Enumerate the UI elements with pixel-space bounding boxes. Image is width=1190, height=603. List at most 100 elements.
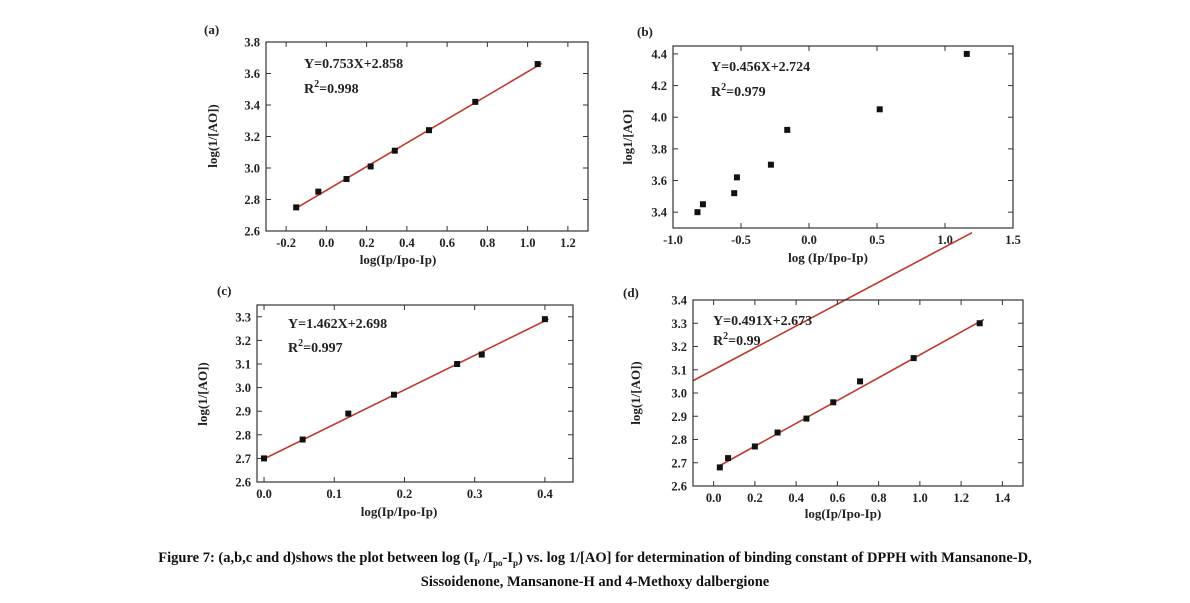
x-tick-label-a: 0.4 (399, 236, 415, 250)
x-tick-label-c: 0.1 (326, 487, 342, 501)
caption-suffix: ) vs. log 1/[AO] for determination of bi… (518, 550, 1032, 566)
data-point-c (478, 351, 485, 358)
data-point-a (391, 147, 398, 154)
y-tick-label-d: 2.8 (671, 433, 687, 447)
caption-sub-1: P (474, 557, 480, 568)
y-tick-label-a: 3.2 (244, 130, 260, 144)
x-tick-label-c: 0.3 (467, 487, 483, 501)
r-squared-sup-b: 2 (721, 82, 726, 93)
x-tick-label-d: 1.0 (912, 491, 928, 505)
data-point-c (390, 391, 397, 398)
y-tick-label-a: 3.8 (244, 36, 260, 50)
y-tick-label-c: 2.9 (235, 405, 251, 419)
y-tick-label-a: 2.8 (244, 193, 260, 207)
data-point-b (699, 201, 706, 208)
x-tick-label-d: 1.4 (995, 491, 1011, 505)
plot-frame-c (256, 304, 574, 483)
y-tick-label-c: 3.2 (235, 334, 251, 348)
x-tick-label-d: 0.6 (830, 491, 846, 505)
y-axis-title-c: log(1/[AO]) (195, 362, 210, 426)
data-point-d (910, 355, 917, 362)
r-squared-value-c: =0.997 (303, 341, 342, 356)
data-point-d (725, 455, 732, 462)
data-point-d (803, 415, 810, 422)
figure-caption: Figure 7: (a,b,c and d)shows the plot be… (0, 549, 1190, 592)
x-tick-label-a: 1.0 (520, 236, 536, 250)
y-tick-label-c: 3.1 (235, 358, 251, 372)
fit-equation-d: Y=0.491X+2.673 (713, 314, 812, 329)
y-tick-label-c: 2.8 (235, 428, 251, 442)
data-point-c (454, 361, 461, 367)
y-tick-label-c: 2.6 (235, 476, 251, 490)
y-tick-label-c: 3.3 (235, 310, 251, 324)
x-tick-label-b: -1.0 (663, 233, 683, 247)
y-tick-label-b: 3.6 (651, 174, 667, 188)
y-tick-label-b: 4.0 (651, 111, 667, 125)
r-squared-value-d: =0.99 (728, 334, 760, 349)
panel-label-c: (c) (217, 283, 231, 298)
data-point-c (299, 436, 306, 443)
data-point-c (345, 410, 352, 417)
x-axis-title-a: log(Ip/Ipo-Ip) (360, 252, 437, 267)
fit-line-d (717, 318, 985, 468)
x-tick-label-d: 0.4 (788, 491, 804, 505)
caption-line-1: Figure 7: (a,b,c and d)shows the plot be… (0, 549, 1190, 573)
x-tick-label-a: 0.0 (319, 236, 335, 250)
panel-label-b: (b) (637, 24, 653, 39)
x-tick-label-c: 0.4 (537, 487, 553, 501)
caption-mid-2: -I (502, 550, 513, 566)
r-squared-value-b: =0.979 (726, 85, 765, 100)
y-axis-title-d: log(1/[AO]) (628, 361, 643, 425)
x-tick-label-a: 0.8 (480, 236, 496, 250)
r-squared-d: R2=0.99 (713, 331, 761, 349)
y-tick-label-d: 3.2 (671, 340, 687, 354)
caption-mid-1: /I (479, 550, 493, 566)
panel-label-a: (a) (204, 22, 219, 37)
y-tick-label-d: 2.6 (671, 480, 687, 494)
fit-line-b (693, 231, 973, 382)
x-tick-label-d: 1.2 (953, 491, 969, 505)
x-axis-title-b: log (Ip/Ipo-Ip) (788, 250, 868, 265)
fit-equation-b: Y=0.456X+2.724 (711, 60, 810, 75)
data-point-b (733, 174, 740, 181)
caption-line-2: Sissoidenone, Mansanone-H and 4-Methoxy … (420, 573, 770, 590)
x-tick-label-a: -0.2 (276, 236, 296, 250)
y-tick-label-c: 3.0 (235, 381, 251, 395)
r-squared-value-a: =0.998 (319, 82, 358, 97)
y-tick-label-a: 3.6 (244, 67, 260, 81)
fit-line-a (293, 62, 543, 211)
plot-frame-b (672, 45, 1014, 229)
x-axis-title-c: log(Ip/Ipo-Ip) (361, 504, 438, 519)
y-tick-label-d: 2.7 (671, 456, 687, 470)
data-point-b (731, 190, 738, 197)
y-tick-label-d: 3.0 (671, 387, 687, 401)
fit-equation-a: Y=0.753X+2.858 (304, 57, 403, 72)
x-tick-label-b: 1.0 (937, 233, 953, 247)
r-squared-base-a: R (304, 82, 315, 97)
data-point-b (876, 106, 883, 113)
r-squared-base-c: R (288, 341, 299, 356)
caption-prefix: Figure 7: (a,b,c and d)shows the plot be… (158, 550, 475, 566)
data-point-a (534, 61, 541, 68)
fit-equation-c: Y=1.462X+2.698 (288, 317, 387, 332)
fit-line-c (263, 318, 549, 460)
x-axis-title-d: log(Ip/Ipo-Ip) (805, 506, 882, 521)
x-tick-label-a: 0.2 (359, 236, 375, 250)
data-point-d (774, 429, 781, 436)
r-squared-b: R2=0.979 (711, 82, 766, 100)
r-squared-sup-c: 2 (298, 338, 303, 349)
y-tick-label-d: 3.3 (671, 317, 687, 331)
r-squared-c: R2=0.997 (288, 338, 343, 356)
data-point-b (963, 50, 970, 57)
x-tick-label-b: 1.5 (1005, 233, 1021, 247)
x-tick-label-b: -0.5 (731, 233, 751, 247)
r-squared-a: R2=0.998 (304, 79, 359, 97)
y-axis-title-b: log1/[AO] (620, 110, 635, 165)
y-tick-label-c: 2.7 (235, 452, 251, 466)
panel-label-d: (d) (623, 285, 639, 300)
y-tick-label-a: 2.6 (244, 225, 260, 239)
y-tick-label-d: 2.9 (671, 410, 687, 424)
